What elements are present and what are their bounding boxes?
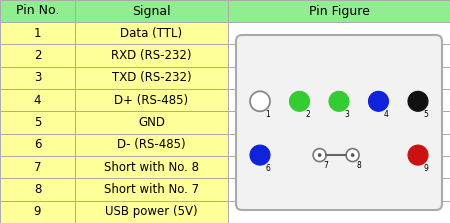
Text: 4: 4 bbox=[384, 110, 389, 119]
Text: 1: 1 bbox=[34, 27, 41, 40]
Bar bbox=[75, 67, 228, 89]
Text: USB power (5V): USB power (5V) bbox=[105, 205, 198, 218]
Bar bbox=[0, 22, 75, 44]
Text: Short with No. 8: Short with No. 8 bbox=[104, 161, 199, 174]
Bar bbox=[0, 111, 75, 134]
Bar bbox=[75, 134, 228, 156]
Text: 5: 5 bbox=[423, 110, 428, 119]
Text: 1: 1 bbox=[266, 110, 270, 119]
Circle shape bbox=[250, 145, 270, 165]
Text: 8: 8 bbox=[34, 183, 41, 196]
Bar bbox=[0, 0, 75, 22]
Bar bbox=[75, 0, 228, 22]
Bar bbox=[228, 178, 450, 201]
Circle shape bbox=[408, 91, 428, 111]
Bar bbox=[0, 67, 75, 89]
Text: 6: 6 bbox=[266, 164, 270, 173]
Bar bbox=[0, 156, 75, 178]
Text: 7: 7 bbox=[34, 161, 41, 174]
Bar bbox=[228, 89, 450, 111]
Text: 9: 9 bbox=[34, 205, 41, 218]
Circle shape bbox=[346, 149, 359, 162]
Circle shape bbox=[318, 154, 321, 157]
Bar bbox=[228, 0, 450, 22]
Text: TXD (RS-232): TXD (RS-232) bbox=[112, 71, 191, 84]
Circle shape bbox=[250, 91, 270, 111]
Bar bbox=[228, 44, 450, 67]
Bar bbox=[228, 22, 450, 44]
Bar bbox=[228, 134, 450, 156]
Text: 6: 6 bbox=[34, 138, 41, 151]
FancyBboxPatch shape bbox=[236, 35, 442, 210]
Text: 5: 5 bbox=[34, 116, 41, 129]
Bar bbox=[228, 67, 450, 89]
Bar bbox=[0, 178, 75, 201]
Bar bbox=[75, 201, 228, 223]
Text: Short with No. 7: Short with No. 7 bbox=[104, 183, 199, 196]
Text: Pin Figure: Pin Figure bbox=[309, 4, 369, 17]
Text: Pin No.: Pin No. bbox=[16, 4, 59, 17]
Bar bbox=[0, 201, 75, 223]
Text: RXD (RS-232): RXD (RS-232) bbox=[111, 49, 192, 62]
Text: GND: GND bbox=[138, 116, 165, 129]
Circle shape bbox=[408, 145, 428, 165]
Circle shape bbox=[351, 154, 354, 157]
Bar bbox=[75, 178, 228, 201]
Text: 3: 3 bbox=[34, 71, 41, 84]
Bar bbox=[75, 22, 228, 44]
Text: D- (RS-485): D- (RS-485) bbox=[117, 138, 186, 151]
Text: 7: 7 bbox=[323, 161, 328, 170]
Bar bbox=[228, 156, 450, 178]
Bar bbox=[75, 89, 228, 111]
Bar bbox=[228, 201, 450, 223]
Text: Data (TTL): Data (TTL) bbox=[121, 27, 183, 40]
Circle shape bbox=[329, 91, 349, 111]
Text: 2: 2 bbox=[34, 49, 41, 62]
Text: 2: 2 bbox=[305, 110, 310, 119]
Bar bbox=[75, 156, 228, 178]
Text: 9: 9 bbox=[423, 164, 428, 173]
Text: 4: 4 bbox=[34, 94, 41, 107]
Bar bbox=[75, 44, 228, 67]
Text: Signal: Signal bbox=[132, 4, 171, 17]
Bar bbox=[0, 89, 75, 111]
Bar bbox=[0, 134, 75, 156]
Circle shape bbox=[313, 149, 326, 162]
Bar bbox=[75, 111, 228, 134]
Bar bbox=[228, 111, 450, 134]
Circle shape bbox=[369, 91, 388, 111]
Bar bbox=[0, 44, 75, 67]
Circle shape bbox=[289, 91, 310, 111]
Text: 8: 8 bbox=[356, 161, 361, 170]
Text: D+ (RS-485): D+ (RS-485) bbox=[114, 94, 189, 107]
Text: 3: 3 bbox=[345, 110, 349, 119]
